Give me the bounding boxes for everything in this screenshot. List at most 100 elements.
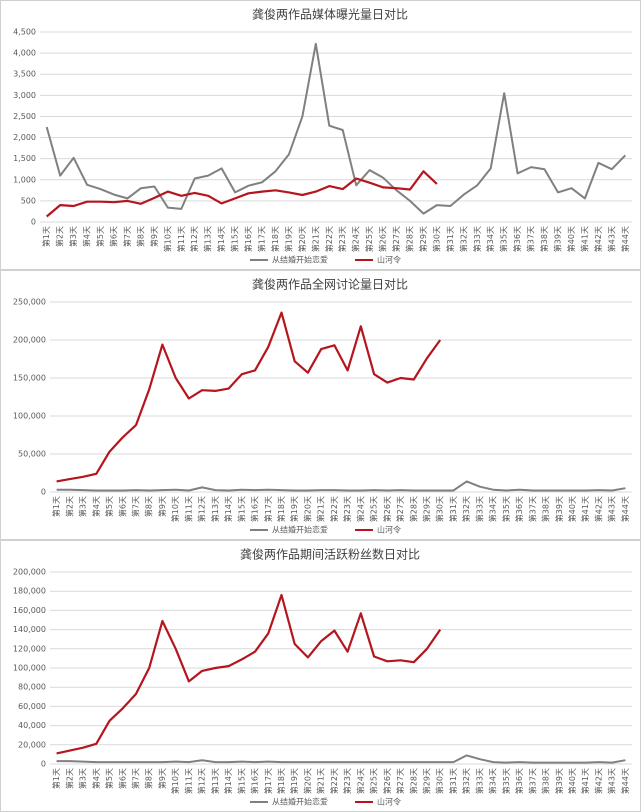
x-tick-label: 第18天	[276, 496, 286, 522]
x-tick-label: 第4天	[91, 768, 101, 789]
x-tick-label: 第14天	[223, 496, 233, 522]
x-tick-label: 第24天	[355, 768, 365, 794]
x-tick-label: 第22天	[329, 768, 339, 794]
x-tick-label: 第10天	[170, 768, 180, 794]
x-tick-label: 第22天	[324, 226, 334, 252]
y-tick-label: 3,000	[13, 91, 36, 100]
x-tick-label: 第21天	[310, 226, 320, 252]
x-tick-label: 第39天	[553, 226, 563, 252]
x-tick-label: 第42天	[593, 768, 603, 794]
y-tick-label: 120,000	[13, 644, 46, 653]
x-tick-label: 第1天	[41, 226, 51, 247]
y-tick-label: 180,000	[13, 587, 46, 596]
x-tick-label: 第13天	[210, 768, 220, 794]
x-tick-label: 第17天	[263, 768, 273, 794]
x-tick-label: 第4天	[82, 226, 92, 247]
x-tick-label: 第12天	[197, 768, 207, 794]
y-tick-label: 50,000	[18, 450, 46, 459]
x-tick-label: 第24天	[355, 496, 365, 522]
x-tick-label: 第42天	[593, 226, 603, 252]
x-tick-label: 第34天	[488, 496, 498, 522]
y-tick-label: 0	[41, 488, 46, 497]
legend-label: 山河令	[377, 255, 401, 265]
x-tick-label: 第5天	[104, 768, 114, 789]
series-line	[45, 170, 438, 218]
x-tick-label: 第9天	[149, 226, 159, 247]
x-tick-label: 第7天	[130, 496, 140, 517]
series-line	[56, 480, 626, 492]
x-tick-label: 第26天	[378, 226, 388, 252]
y-tick-label: 200,000	[13, 336, 46, 345]
x-tick-label: 第14天	[223, 768, 233, 794]
x-tick-label: 第40天	[567, 768, 577, 794]
x-tick-label: 第18天	[270, 226, 280, 252]
x-tick-label: 第8天	[144, 496, 154, 517]
x-tick-label: 第22天	[329, 496, 339, 522]
x-tick-label: 第37天	[526, 226, 536, 252]
x-tick-label: 第5天	[104, 496, 114, 517]
x-tick-label: 第35天	[501, 768, 511, 794]
x-tick-label: 第23天	[342, 496, 352, 522]
x-tick-label: 第6天	[117, 496, 127, 517]
x-tick-label: 第9天	[157, 496, 167, 517]
y-tick-label: 1,000	[13, 175, 36, 184]
legend-label: 山河令	[377, 797, 401, 807]
x-tick-label: 第7天	[122, 226, 132, 247]
x-tick-label: 第2天	[64, 768, 74, 789]
x-tick-label: 第43天	[607, 768, 617, 794]
x-tick-label: 第23天	[342, 768, 352, 794]
x-tick-label: 第33天	[474, 768, 484, 794]
x-tick-label: 第34天	[488, 768, 498, 794]
x-tick-label: 第30天	[435, 768, 445, 794]
x-tick-label: 第35天	[501, 496, 511, 522]
x-tick-label: 第33天	[474, 496, 484, 522]
x-tick-label: 第30天	[435, 496, 445, 522]
x-tick-label: 第20天	[302, 496, 312, 522]
x-tick-label: 第41天	[580, 768, 590, 794]
x-tick-label: 第11天	[183, 496, 193, 522]
x-tick-label: 第12天	[189, 226, 199, 252]
y-tick-label: 100,000	[13, 412, 46, 421]
chart-title: 龚俊两作品全网讨论量日对比	[252, 277, 408, 292]
x-tick-label: 第25天	[369, 496, 379, 522]
x-tick-label: 第16天	[243, 226, 253, 252]
y-tick-label: 4,000	[13, 49, 36, 58]
x-tick-label: 第14天	[216, 226, 226, 252]
x-tick-label: 第16天	[250, 768, 260, 794]
y-tick-label: 100,000	[13, 664, 46, 673]
chart-title: 龚俊两作品媒体曝光量日对比	[252, 7, 408, 22]
x-tick-label: 第42天	[593, 496, 603, 522]
x-tick-label: 第15天	[236, 768, 246, 794]
x-tick-label: 第2天	[64, 496, 74, 517]
x-tick-label: 第27天	[395, 496, 405, 522]
x-tick-label: 第36天	[512, 226, 522, 252]
x-tick-label: 第13天	[203, 226, 213, 252]
x-tick-label: 第6天	[117, 768, 127, 789]
x-tick-label: 第35天	[499, 226, 509, 252]
x-tick-label: 第1天	[51, 768, 61, 789]
x-tick-label: 第20天	[297, 226, 307, 252]
y-tick-label: 2,000	[13, 133, 36, 142]
x-tick-label: 第43天	[607, 496, 617, 522]
x-tick-label: 第38天	[539, 226, 549, 252]
y-tick-label: 3,500	[13, 70, 36, 79]
y-tick-label: 200,000	[13, 568, 46, 577]
x-tick-label: 第32天	[461, 496, 471, 522]
x-tick-label: 第1天	[51, 496, 61, 517]
x-tick-label: 第26天	[382, 496, 392, 522]
x-tick-label: 第38天	[541, 496, 551, 522]
x-tick-label: 第8天	[135, 226, 145, 247]
x-tick-label: 第39天	[554, 496, 564, 522]
series-line	[56, 311, 442, 483]
x-tick-label: 第2天	[55, 226, 65, 247]
series-line	[45, 42, 627, 215]
x-tick-label: 第40天	[566, 226, 576, 252]
y-tick-label: 4,500	[13, 28, 36, 37]
x-tick-label: 第44天	[620, 226, 630, 252]
legend-label: 从结婚开始恋爱	[272, 255, 328, 265]
x-tick-label: 第12天	[197, 496, 207, 522]
y-tick-label: 40,000	[18, 721, 46, 730]
x-tick-label: 第38天	[541, 768, 551, 794]
x-tick-label: 第39天	[554, 768, 564, 794]
